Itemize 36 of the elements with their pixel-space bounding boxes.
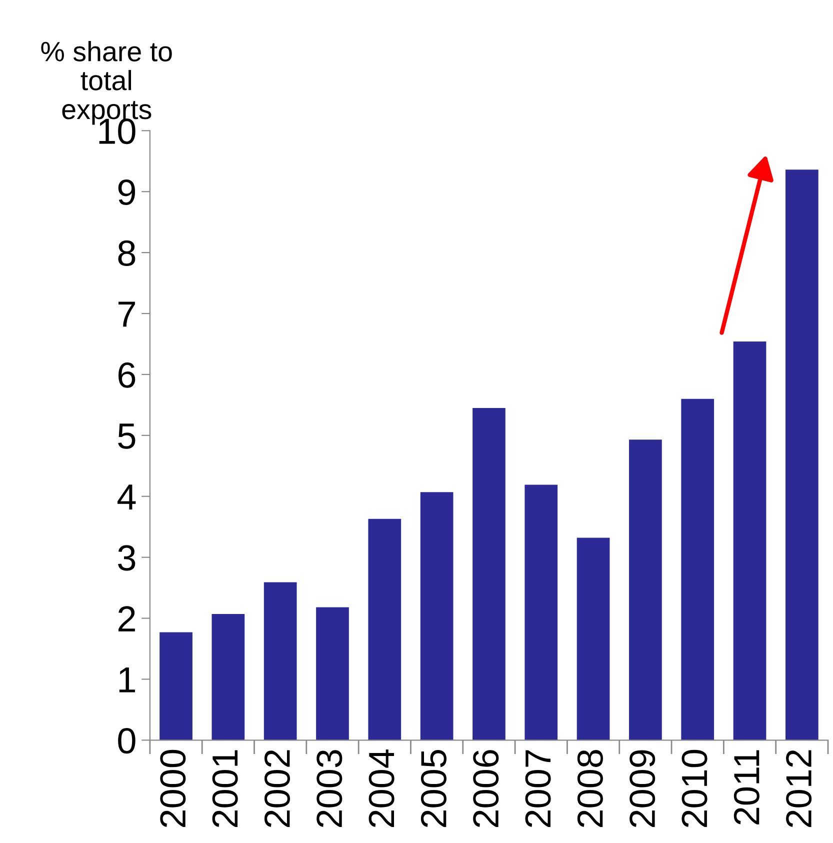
- y-tick-label: 7: [118, 302, 135, 327]
- y-tick-label: 1: [119, 667, 135, 692]
- bar: [420, 492, 454, 740]
- y-tick-label: 0: [118, 728, 136, 754]
- x-tick-label: 2003: [316, 750, 342, 827]
- y-tick-label: 3: [118, 545, 136, 571]
- bar: [576, 538, 610, 740]
- x-tick-label: 2012: [786, 750, 812, 827]
- y-tick-label: 6: [118, 362, 136, 388]
- bar: [264, 582, 297, 740]
- bar: [368, 518, 402, 740]
- bar: [316, 607, 349, 740]
- bar: [160, 632, 192, 740]
- x-tick-label: 2009: [630, 750, 656, 827]
- bar: [212, 614, 245, 740]
- x-tick-label: 2000: [160, 750, 186, 827]
- y-tick-label: 9: [118, 179, 136, 206]
- x-tick-label: 2008: [577, 750, 603, 827]
- y-tick-label: 5: [118, 424, 136, 449]
- bar: [681, 398, 714, 740]
- x-tick-label: 2002: [264, 750, 290, 827]
- x-tick-label: 2007: [525, 750, 551, 827]
- x-tick-label: 2011: [734, 750, 760, 824]
- x-tick-label: 2010: [682, 750, 708, 827]
- bar: [472, 408, 506, 740]
- bar: [785, 170, 818, 740]
- x-tick-label: 2004: [368, 750, 394, 827]
- bar: [629, 440, 662, 740]
- bar: [733, 342, 766, 740]
- x-tick-label: 2001: [212, 750, 238, 827]
- y-tick-label: 2: [118, 606, 135, 632]
- y-tick-label: 4: [117, 484, 136, 510]
- x-tick-label: 2006: [473, 750, 499, 827]
- x-tick-label: 2005: [420, 750, 447, 827]
- bar: [524, 484, 558, 740]
- y-tick-label: 8: [118, 240, 136, 266]
